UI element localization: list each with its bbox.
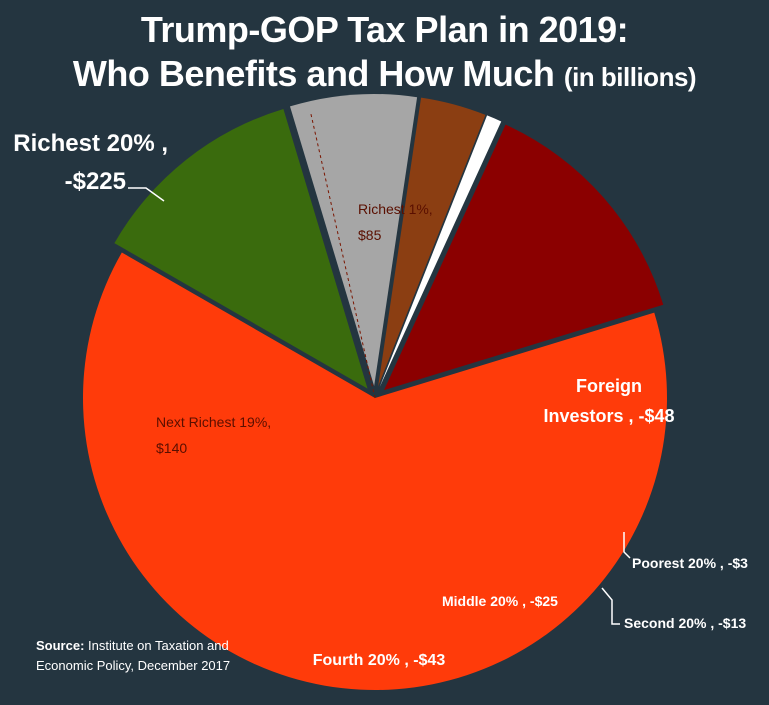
pie-slice-richest: [82, 252, 668, 691]
label-second: Second 20% , -$13: [624, 615, 746, 631]
pie-slice-second: [378, 97, 486, 387]
label-richest1-name: Richest 1%,: [358, 201, 433, 217]
chart-title-units: (in billions): [563, 62, 697, 92]
chart-title-line2: Who Benefits and How Much (in billions): [0, 52, 769, 99]
richest-leader-line: [128, 187, 165, 202]
label-richest1-value: $85: [358, 227, 382, 243]
pie-slice-fourth: [114, 108, 368, 389]
second-leader-line: [601, 587, 620, 625]
pie-slice-foreign: [384, 124, 664, 391]
poorest-leader-line: [623, 532, 631, 559]
label-next19-name: Next Richest 19%,: [156, 414, 271, 430]
source-label: Source:: [36, 638, 85, 653]
pie-slice-middle: [289, 94, 418, 387]
label-next19-value: $140: [156, 440, 187, 456]
label-poorest: Poorest 20% , -$3: [632, 555, 748, 571]
pie-slices: [82, 94, 668, 691]
chart-title-main: Who Benefits and How Much: [72, 53, 555, 94]
chart-title-line1: Trump-GOP Tax Plan in 2019:: [140, 9, 629, 50]
label-foreign-line1: Foreign: [576, 376, 642, 396]
label-richest-name: Richest 20% ,: [13, 130, 168, 157]
chart-title: Trump-GOP Tax Plan in 2019: Who Benefits…: [0, 8, 769, 99]
source-text: Institute on Taxation and Economic Polic…: [36, 638, 231, 673]
richest-divider-line: [310, 113, 376, 399]
pie-slice-poorest: [379, 115, 502, 387]
label-richest-value: -$225: [65, 168, 126, 195]
label-middle: Middle 20% , -$25: [442, 593, 558, 609]
label-foreign-line2: Investors , -$48: [543, 406, 674, 426]
source-note: Source: Institute on Taxation and Econom…: [36, 636, 266, 676]
label-fourth: Fourth 20% , -$43: [313, 652, 446, 669]
